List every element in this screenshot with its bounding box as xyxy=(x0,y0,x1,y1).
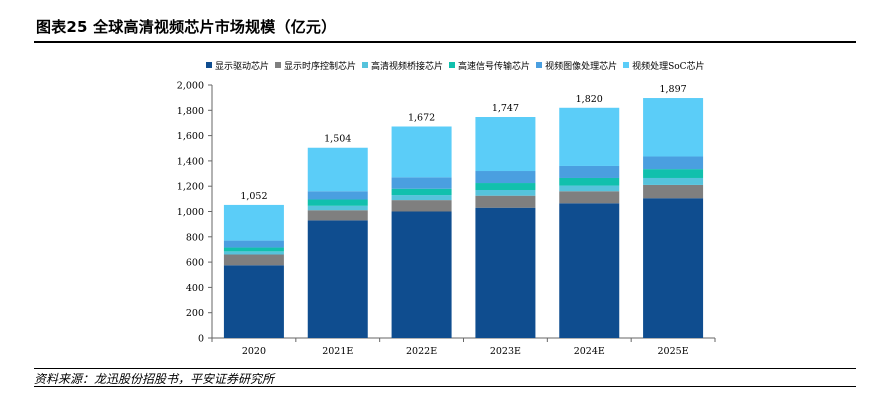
legend-item: 高速信号传输芯片 xyxy=(449,59,530,72)
y-tick-label: 600 xyxy=(186,258,204,269)
legend-item: 高清视频桥接芯片 xyxy=(362,59,443,72)
source-rule-top xyxy=(34,368,856,369)
total-data-label: 1,747 xyxy=(492,103,519,114)
bar-segment xyxy=(307,210,368,221)
legend-swatch xyxy=(449,62,456,68)
y-tick-label: 1,400 xyxy=(177,156,204,167)
bar-segment xyxy=(643,177,704,185)
total-data-label: 1,820 xyxy=(576,94,603,105)
bar-segment xyxy=(307,220,368,338)
source-rule-bottom xyxy=(34,386,856,387)
bar-segment xyxy=(643,156,704,170)
total-data-label: 1,672 xyxy=(408,112,435,123)
bar-segment xyxy=(559,191,620,204)
legend-label: 高速信号传输芯片 xyxy=(458,61,531,72)
x-tick-label: 2024E xyxy=(574,346,605,357)
legend-label: 显示时序控制芯片 xyxy=(284,61,357,72)
x-tick-label: 2020 xyxy=(242,346,266,357)
bar-segment xyxy=(475,195,536,208)
y-tick-label: 400 xyxy=(186,283,204,294)
bar-segment xyxy=(391,177,452,189)
bar-segment xyxy=(643,198,704,338)
legend-label: 视频处理SoC芯片 xyxy=(632,61,705,72)
legend-item: 视频图像处理芯片 xyxy=(536,59,617,72)
figure-header: 图表25 全球高清视频芯片市场规模（亿元） xyxy=(34,14,856,40)
bar-segment xyxy=(391,126,452,178)
bar-segment xyxy=(559,177,620,186)
bar-segment xyxy=(223,251,284,255)
legend-swatch xyxy=(275,62,282,68)
legend-swatch xyxy=(206,62,212,68)
legend-label: 显示驱动芯片 xyxy=(215,61,270,72)
total-data-label: 1,897 xyxy=(659,84,686,95)
bar-segment xyxy=(223,240,284,248)
bar-segment xyxy=(643,169,704,178)
bar-segment xyxy=(475,207,536,338)
bar-segment xyxy=(391,200,452,212)
legend-item: 显示驱动芯片 xyxy=(206,59,269,72)
legend-item: 显示时序控制芯片 xyxy=(275,59,356,72)
bar-segment xyxy=(559,185,620,192)
total-data-label: 1,504 xyxy=(324,134,351,145)
y-tick-label: 800 xyxy=(186,232,204,243)
y-tick-label: 1,800 xyxy=(177,106,204,117)
legend-swatch xyxy=(536,62,543,68)
bar-segment xyxy=(643,98,704,157)
total-data-label: 1,052 xyxy=(240,191,267,202)
legend-label: 高清视频桥接芯片 xyxy=(371,61,444,72)
bar-segment xyxy=(223,247,284,252)
y-tick-label: 200 xyxy=(186,308,204,319)
x-tick-label: 2021E xyxy=(322,346,353,357)
y-tick-label: 1,000 xyxy=(177,207,204,218)
bar-segment xyxy=(391,211,452,338)
bar-segment xyxy=(391,195,452,201)
legend-swatch xyxy=(362,62,369,68)
y-tick-label: 1,200 xyxy=(177,182,204,193)
bar-segment xyxy=(559,203,620,338)
bar-segment xyxy=(307,191,368,200)
bar-segment xyxy=(643,184,704,199)
y-tick-label: 1,600 xyxy=(177,131,204,142)
legend-item: 视频处理SoC芯片 xyxy=(623,59,705,72)
legend-swatch xyxy=(623,62,630,68)
x-tick-label: 2025E xyxy=(658,346,689,357)
y-tick-label: 0 xyxy=(198,334,204,345)
chart-legend: 显示驱动芯片 显示时序控制芯片 高清视频桥接芯片 高速信号传输芯片 视频图像处理芯片 视频… xyxy=(206,58,711,72)
source-note: 资料来源：龙迅股份招股书，平安证券研究所 xyxy=(34,372,275,386)
bar-segment xyxy=(307,205,368,211)
bar-segment xyxy=(307,199,368,206)
x-tick-label: 2023E xyxy=(490,346,521,357)
bar-segment xyxy=(559,107,620,166)
bar-segment xyxy=(223,265,284,338)
bar-segment xyxy=(391,188,452,196)
x-tick-label: 2022E xyxy=(406,346,437,357)
figure-title: 图表25 全球高清视频芯片市场规模（亿元） xyxy=(36,18,337,36)
title-rule xyxy=(34,41,856,43)
legend-label: 视频图像处理芯片 xyxy=(545,61,618,72)
bar-segment xyxy=(475,189,536,196)
bar-segment xyxy=(307,147,368,192)
bar-segment xyxy=(223,204,284,241)
bar-segment xyxy=(475,171,536,184)
y-tick-label: 2,000 xyxy=(177,81,204,92)
bar-segment xyxy=(559,165,620,178)
bar-segment xyxy=(223,254,284,266)
bar-segment xyxy=(475,117,536,172)
bar-segment xyxy=(475,183,536,190)
